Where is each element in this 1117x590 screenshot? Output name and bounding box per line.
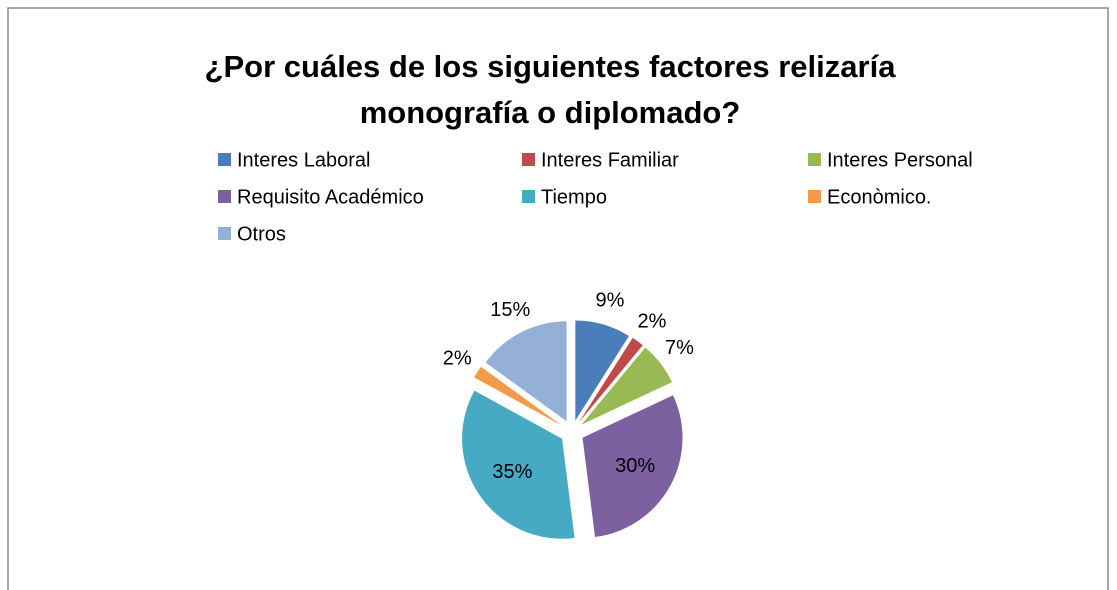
pie-slice [462,390,575,539]
legend-swatch [218,190,231,203]
chart-frame [7,7,1109,590]
legend-swatch [808,190,821,203]
data-label: 9% [595,290,624,312]
data-label: 2% [637,310,666,332]
data-label: 15% [490,299,530,321]
data-label: 30% [615,455,655,477]
legend-label: Interes Familiar [541,149,679,171]
pie-slice [474,366,562,426]
pie-slice [579,337,643,423]
pie-slice [581,347,672,425]
legend-label: Interes Laboral [237,149,370,171]
pie-slice [485,321,567,422]
chart-title: ¿Por cuáles de los siguientes factores r… [204,49,896,130]
legend-swatch [218,153,231,166]
legend-swatch [522,153,535,166]
data-label: 7% [665,337,694,359]
legend-label: Otros [237,223,286,245]
legend-swatch [218,227,231,240]
data-label: 2% [443,347,472,369]
pie-slice [582,395,683,537]
legend-swatch [808,153,821,166]
legend-swatch [522,190,535,203]
legend-label: Interes Personal [827,149,973,171]
legend-label: Requisito Académico [237,186,424,208]
legend-label: Econòmico. [827,186,932,208]
pie-slice [575,320,629,421]
data-label: 35% [492,461,532,483]
legend-label: Tiempo [541,186,607,208]
